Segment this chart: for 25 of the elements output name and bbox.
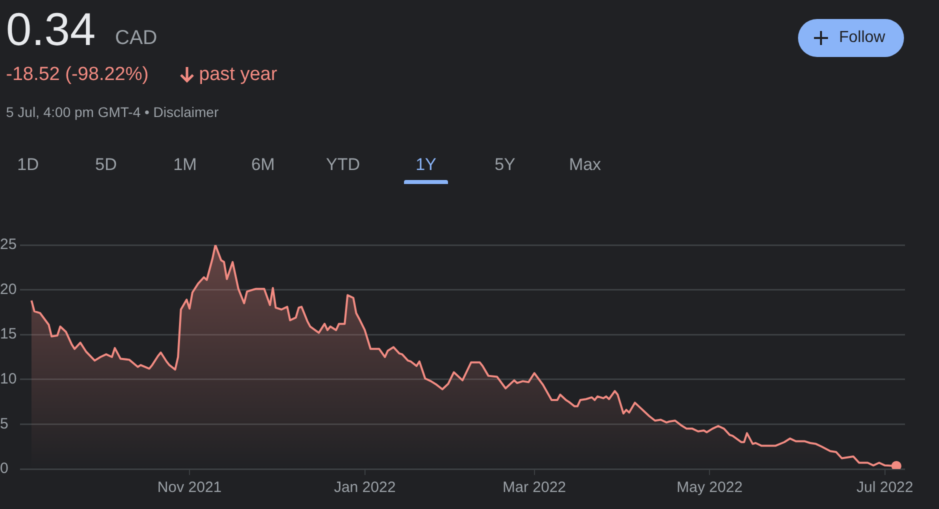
text: 5D bbox=[94, 155, 118, 175]
text: 6M bbox=[250, 155, 276, 175]
y-tick-label: 25 bbox=[0, 236, 17, 254]
text: -18.52 (-98.22%) bbox=[6, 64, 149, 86]
x-tick-label: Nov 2021 bbox=[157, 479, 222, 496]
text: past year bbox=[199, 64, 278, 86]
y-tick-label: 20 bbox=[0, 280, 17, 298]
y-tick-label: 15 bbox=[0, 326, 17, 343]
y-tick-label: 5 bbox=[0, 415, 8, 432]
x-tick-label: Jan 2022 bbox=[334, 479, 396, 496]
text: 1M bbox=[172, 155, 198, 175]
x-tick-label: Jul 2022 bbox=[856, 479, 914, 496]
chart-title: 0.34 bbox=[6, 2, 96, 56]
text: YTD bbox=[325, 155, 361, 175]
y-tick-label: 0 bbox=[0, 460, 8, 478]
text: Max bbox=[568, 155, 602, 175]
x-tick-label: Mar 2022 bbox=[502, 479, 566, 496]
text: 5Y bbox=[494, 155, 516, 175]
text: CAD bbox=[115, 27, 158, 50]
follow-button[interactable]: Follow bbox=[798, 19, 904, 57]
y-tick-label: 10 bbox=[0, 370, 17, 388]
text: 1Y bbox=[414, 155, 438, 175]
text: 1D bbox=[16, 155, 40, 175]
text: 5 Jul, 4:00 pm GMT-4 • Disclaimer bbox=[6, 104, 219, 120]
x-tick-label: May 2022 bbox=[676, 479, 743, 496]
